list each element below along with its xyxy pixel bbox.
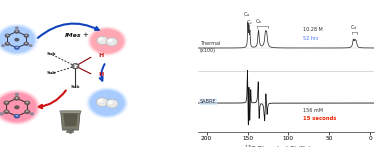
Circle shape: [108, 39, 112, 42]
Circle shape: [89, 90, 125, 116]
Circle shape: [0, 25, 37, 54]
Text: 156 mM: 156 mM: [303, 108, 323, 113]
Circle shape: [25, 34, 28, 36]
Circle shape: [0, 93, 36, 122]
Circle shape: [90, 28, 124, 54]
Polygon shape: [63, 113, 77, 126]
Text: +: +: [82, 32, 88, 38]
Circle shape: [15, 30, 18, 32]
Circle shape: [91, 29, 123, 53]
Circle shape: [86, 87, 129, 119]
Text: 52 hrs: 52 hrs: [303, 36, 319, 41]
Circle shape: [97, 36, 108, 45]
Circle shape: [106, 38, 118, 46]
Text: C$_c$: C$_c$: [245, 18, 253, 27]
Circle shape: [87, 26, 127, 56]
X-axis label: $^{13}$C Chemical Shift / ppm: $^{13}$C Chemical Shift / ppm: [245, 144, 328, 147]
Circle shape: [0, 23, 39, 56]
Text: 15 seconds: 15 seconds: [303, 116, 336, 121]
Circle shape: [5, 34, 10, 38]
Circle shape: [0, 26, 36, 54]
Circle shape: [96, 98, 108, 107]
Circle shape: [14, 114, 20, 118]
Circle shape: [0, 89, 41, 125]
Circle shape: [108, 101, 113, 104]
Circle shape: [90, 90, 124, 116]
Text: Ir: Ir: [73, 64, 78, 69]
Circle shape: [87, 88, 127, 118]
Circle shape: [23, 34, 29, 38]
Circle shape: [14, 46, 20, 50]
Circle shape: [14, 30, 20, 34]
Text: Sub: Sub: [47, 52, 56, 56]
Circle shape: [24, 110, 30, 114]
Circle shape: [26, 110, 29, 112]
Circle shape: [25, 42, 28, 44]
Circle shape: [72, 64, 79, 69]
Text: C$_a$: C$_a$: [243, 10, 251, 19]
Text: SABRE: SABRE: [200, 99, 217, 104]
Circle shape: [99, 37, 103, 41]
Circle shape: [26, 101, 29, 103]
Circle shape: [89, 28, 125, 55]
Circle shape: [5, 101, 8, 103]
Circle shape: [23, 42, 29, 46]
Text: C$_d$: C$_d$: [350, 23, 358, 32]
Polygon shape: [60, 111, 80, 130]
Circle shape: [1, 44, 5, 47]
Text: H: H: [99, 53, 104, 58]
Circle shape: [3, 110, 9, 114]
Text: Thermal: Thermal: [200, 41, 220, 46]
Circle shape: [98, 99, 103, 103]
Text: H: H: [99, 72, 104, 77]
Circle shape: [88, 89, 126, 117]
Circle shape: [0, 27, 34, 53]
Circle shape: [106, 99, 118, 108]
Circle shape: [0, 24, 38, 55]
Circle shape: [24, 101, 30, 105]
Circle shape: [14, 96, 20, 101]
Text: Sub: Sub: [71, 85, 80, 89]
Text: IMes: IMes: [65, 33, 82, 38]
Circle shape: [3, 101, 9, 105]
Circle shape: [14, 38, 19, 42]
Circle shape: [15, 26, 19, 29]
Circle shape: [6, 42, 9, 44]
Text: Sub: Sub: [47, 71, 56, 76]
Circle shape: [5, 110, 8, 112]
Circle shape: [0, 112, 4, 115]
Circle shape: [15, 115, 18, 117]
Circle shape: [0, 92, 37, 122]
Circle shape: [5, 42, 10, 46]
Circle shape: [30, 112, 34, 115]
Circle shape: [0, 90, 40, 124]
Circle shape: [88, 27, 127, 55]
Circle shape: [15, 93, 19, 96]
Circle shape: [14, 105, 20, 109]
Circle shape: [15, 46, 18, 48]
Circle shape: [6, 34, 9, 36]
Text: 10.28 M: 10.28 M: [303, 27, 323, 32]
Circle shape: [15, 97, 18, 99]
Text: (x100): (x100): [200, 48, 216, 53]
Circle shape: [0, 91, 39, 123]
Polygon shape: [60, 111, 81, 113]
Circle shape: [29, 44, 33, 47]
Text: C$_b$: C$_b$: [255, 17, 262, 26]
